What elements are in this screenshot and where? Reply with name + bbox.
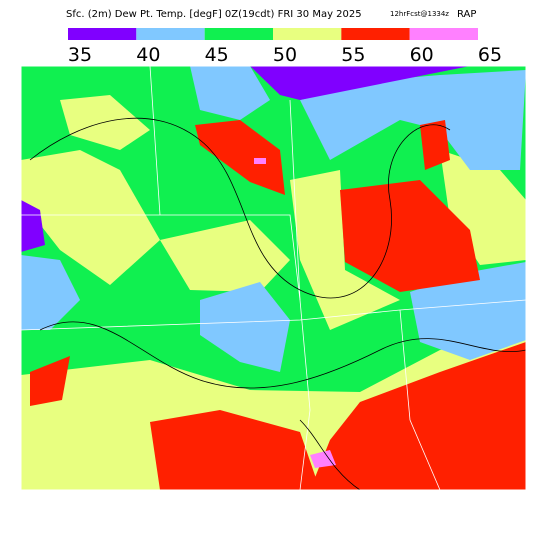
- colorbar: 35 40 45 50 55 60 65: [68, 28, 502, 66]
- title: Sfc. (2m) Dew Pt. Temp. [degF] 0Z(19cdt)…: [66, 9, 362, 20]
- colorbar-segment: [136, 28, 205, 40]
- colorbar-label: 50: [273, 44, 297, 66]
- colorbar-label: 55: [341, 44, 365, 66]
- colorbar-label: 45: [205, 44, 229, 66]
- map-frame: [20, 65, 527, 491]
- red-regions: [30, 120, 526, 490]
- contours: [29, 117, 527, 491]
- model-label: RAP: [457, 9, 476, 20]
- purple-regions: [21, 66, 470, 252]
- colorbar-segment: [409, 28, 478, 40]
- colorbar-label: 40: [136, 44, 160, 66]
- state-borders: [20, 65, 527, 491]
- pink-regions: [254, 158, 336, 468]
- colorbar-segment: [68, 28, 137, 40]
- colorbar-label: 60: [410, 44, 434, 66]
- colorbar-segment: [341, 28, 410, 40]
- colorbar-label: 65: [478, 44, 502, 66]
- map: [20, 65, 527, 491]
- colorbar-label: 35: [68, 44, 92, 66]
- colorbar-segment: [204, 28, 273, 40]
- forecast-label: 12hrFcst@1334z: [390, 10, 449, 18]
- colorbar-segment: [273, 28, 342, 40]
- blue-regions: [21, 66, 526, 372]
